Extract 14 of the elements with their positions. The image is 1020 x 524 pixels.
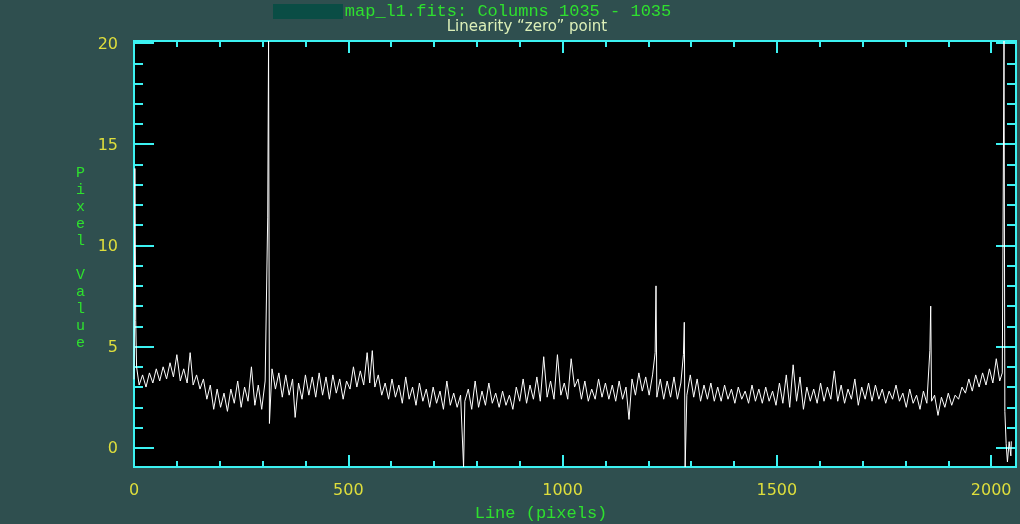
y-tick-label: 0 xyxy=(107,438,118,458)
y-tick-label: 15 xyxy=(97,134,118,154)
y-axis-title: Pixel Value xyxy=(72,165,89,352)
x-tick-label: 2000 xyxy=(970,479,1012,499)
x-axis-title: Line (pixels) xyxy=(474,503,608,523)
y-tick-label: 20 xyxy=(97,33,118,53)
x-tick-label: 1500 xyxy=(756,479,798,499)
line-series xyxy=(133,40,1012,468)
x-tick-label: 0 xyxy=(128,479,140,499)
y-tick-label: 10 xyxy=(97,235,118,255)
chart-subtitle: Linearity “zero” point xyxy=(446,17,608,35)
x-tick-label: 500 xyxy=(333,479,364,499)
y-tick-label: 5 xyxy=(107,337,118,357)
x-tick-label: 1000 xyxy=(542,479,583,499)
